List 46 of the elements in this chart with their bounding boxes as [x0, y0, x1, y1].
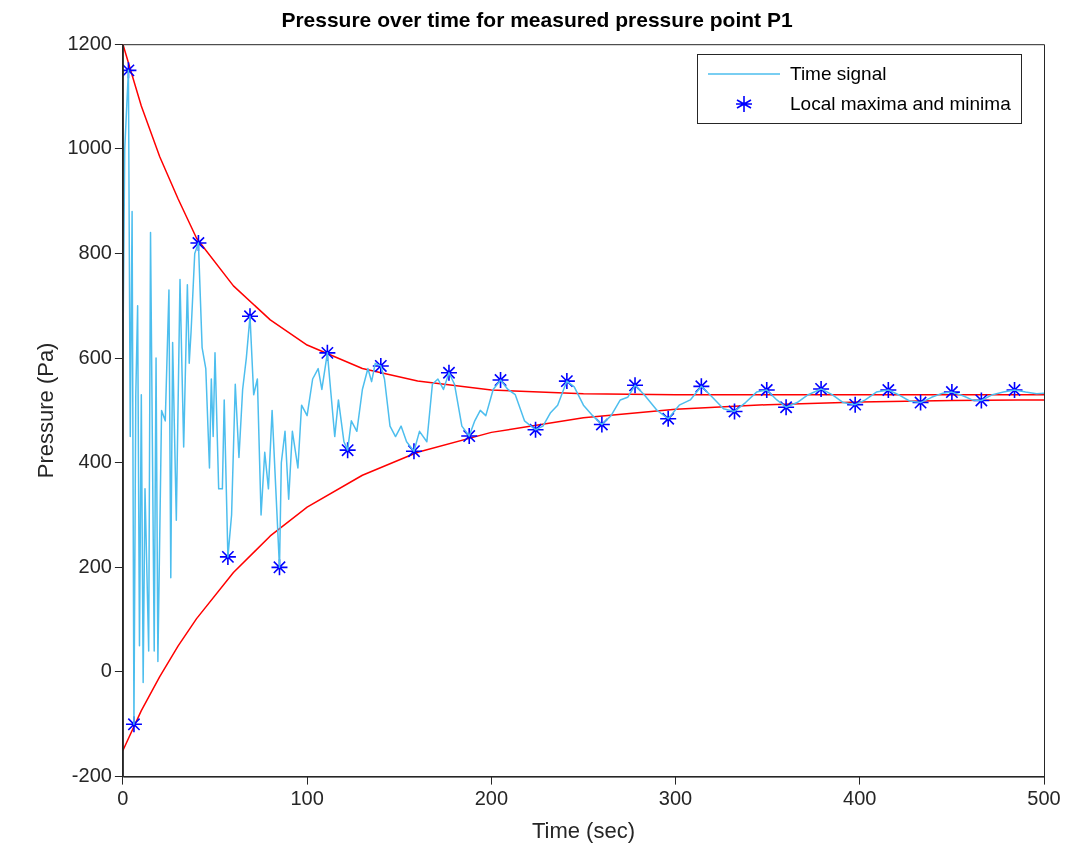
legend-label: Local maxima and minima: [790, 93, 1011, 116]
x-tick-label: 300: [658, 787, 693, 810]
point: [270, 558, 289, 577]
point: [812, 380, 830, 398]
x-tick-label: 0: [117, 787, 129, 810]
point: [491, 371, 510, 389]
point: [460, 427, 479, 445]
point: [558, 372, 576, 390]
point: [189, 234, 208, 252]
x-tick-label: 500: [1027, 787, 1061, 810]
y-tick-label: 400: [78, 450, 112, 473]
x-tick-label: 400: [843, 787, 877, 810]
point: [846, 395, 864, 414]
y-tick-label: 200: [78, 554, 112, 577]
point: [338, 441, 357, 459]
point: [943, 383, 961, 401]
y-tick-label: 600: [78, 345, 112, 368]
point: [972, 391, 991, 410]
point: [440, 363, 458, 382]
point: [405, 442, 423, 461]
point: [526, 420, 545, 439]
y-tick-label: 1200: [67, 31, 112, 54]
y-tick-label: -200: [71, 764, 112, 787]
point: [122, 61, 138, 80]
point: [777, 398, 795, 417]
point: [911, 393, 930, 412]
point: [659, 409, 677, 428]
point: [372, 357, 390, 375]
point: [219, 548, 237, 566]
x-axis-title: Time (sec): [531, 817, 635, 843]
point: [725, 402, 744, 421]
point: [626, 376, 644, 395]
y-tick-label: 1000: [67, 136, 112, 159]
point: [757, 381, 776, 399]
point: [692, 377, 711, 396]
point: [1005, 381, 1024, 399]
y-tick-label: 800: [78, 240, 112, 263]
legend-label: Time signal: [790, 63, 887, 86]
point: [879, 381, 898, 399]
y-tick-label: 0: [100, 659, 112, 682]
point: [318, 344, 337, 362]
x-tick-label: 100: [290, 787, 324, 810]
chart-title: Pressure over time for measured pressure point P1: [281, 8, 793, 32]
y-axis-title: Pressure (Pa): [33, 342, 59, 479]
x-tick-label: 200: [474, 787, 509, 810]
point: [125, 715, 143, 734]
